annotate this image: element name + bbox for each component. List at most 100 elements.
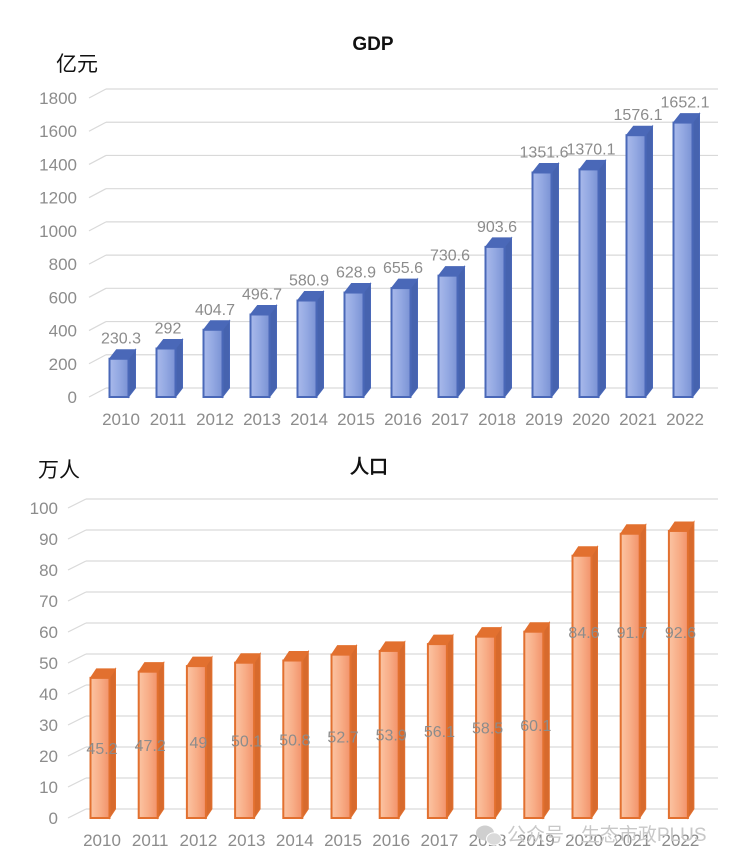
population-chart-bars	[89, 520, 695, 820]
gdp-y-tick-label: 800	[49, 255, 77, 274]
watermark: 公众号 · 生态市政PLUS	[476, 824, 707, 846]
population-bar-front	[234, 661, 256, 819]
population-bar	[282, 649, 310, 820]
population-y-tick-label: 50	[39, 654, 58, 673]
gdp-gridline	[88, 387, 107, 398]
gdp-data-label: 230.3	[101, 331, 141, 348]
population-y-tick-label: 100	[30, 499, 58, 518]
gdp-bar	[578, 158, 607, 399]
gdp-bar-front	[343, 291, 365, 398]
population-x-tick-label: 2017	[420, 831, 458, 850]
gdp-y-tick-label: 1200	[39, 189, 77, 208]
gdp-bar-front	[202, 328, 224, 399]
population-bar-front	[475, 635, 497, 820]
gdp-bar	[249, 304, 278, 399]
population-data-label: 50.8	[279, 732, 310, 749]
population-bar-front	[89, 676, 111, 819]
gdp-x-tick-label: 2017	[431, 410, 469, 429]
population-bar-front	[185, 665, 207, 819]
wechat-icon	[476, 825, 502, 846]
population-data-label: 84.6	[568, 625, 599, 642]
gdp-bar-front	[531, 171, 553, 398]
gdp-x-tick-label: 2012	[196, 410, 234, 429]
population-bar	[426, 633, 454, 820]
gdp-bar	[390, 277, 419, 399]
gdp-bar-side	[410, 277, 418, 399]
population-x-tick-label: 2020	[565, 831, 603, 850]
population-bar	[475, 625, 503, 820]
gdp-bar-side	[316, 290, 324, 399]
population-data-label: 58.5	[472, 720, 503, 737]
gdp-bar-front	[155, 347, 177, 398]
gdp-data-label: 1370.1	[567, 141, 616, 158]
population-gridline	[67, 498, 87, 509]
gdp-bar-front	[390, 287, 412, 399]
population-x-tick-label: 2019	[517, 831, 555, 850]
gdp-x-tick-label: 2011	[150, 410, 187, 429]
population-bar-front	[523, 630, 545, 819]
gdp-x-tick-label: 2021	[619, 410, 657, 429]
population-gridline	[67, 777, 87, 788]
population-x-tick-label: 2014	[276, 831, 314, 850]
population-gridline	[67, 715, 87, 726]
population-data-label: 60.1	[520, 718, 551, 735]
population-y-tick-label: 80	[39, 561, 58, 580]
gdp-data-label: 903.6	[477, 219, 517, 236]
population-chart-title: 人口	[350, 456, 388, 478]
population-data-label: 56.1	[424, 724, 455, 741]
population-x-tick-label: 2015	[324, 831, 362, 850]
population-x-tick-label: 2010	[83, 831, 121, 850]
gdp-chart-x-axis: 2010 2011 2012 2013 2014 2015 2016 2017 2018 2019…	[102, 410, 704, 429]
population-data-label: 49	[190, 735, 208, 752]
population-bar	[619, 523, 647, 820]
population-data-label: 92.6	[665, 625, 696, 642]
gdp-bar-side	[598, 158, 606, 399]
gdp-y-tick-label: 200	[49, 355, 77, 374]
gdp-x-tick-label: 2022	[666, 410, 704, 429]
population-data-label: 91.7	[617, 625, 648, 642]
gdp-bar-front	[625, 134, 647, 398]
population-chart-y-axis: 0 10 20 30 40 50 60 70 80 90 100	[30, 499, 58, 828]
gdp-bar	[437, 265, 466, 399]
gdp-x-tick-label: 2019	[525, 410, 563, 429]
gdp-chart-unit-label: 亿元	[56, 53, 98, 76]
population-bar-front	[667, 529, 689, 819]
population-chart-x-axis: 2010201120122013201420152016201720182019…	[83, 831, 699, 850]
gdp-bar-front	[249, 313, 271, 398]
gdp-x-tick-label: 2014	[290, 410, 328, 429]
gdp-y-tick-label: 1000	[39, 222, 77, 241]
gdp-data-label: 730.6	[430, 248, 470, 265]
gdp-data-label: 580.9	[289, 273, 329, 290]
gdp-bar	[202, 319, 231, 399]
population-chart-data-labels: 45.2 47.2 49 50.1 50.8 52.7 53.9 56.1 58.5 60.1 84…	[86, 625, 696, 758]
gdp-gridline	[88, 121, 107, 132]
gdp-gridline	[88, 188, 107, 199]
population-y-tick-label: 90	[39, 530, 58, 549]
population-data-label: 47.2	[135, 738, 166, 755]
gdp-bar-side	[175, 338, 183, 399]
population-y-tick-label: 30	[39, 716, 58, 735]
gdp-bar	[672, 112, 701, 399]
population-bar	[378, 640, 406, 820]
population-bar	[667, 520, 695, 820]
population-data-label: 50.1	[231, 733, 262, 750]
gdp-x-tick-label: 2018	[478, 410, 516, 429]
population-y-tick-label: 60	[39, 623, 58, 642]
population-bar	[137, 661, 165, 820]
population-chart: 人口 万人 0 10 20 30 40 50 60 70 80 90 100 45.2 47.2 49 5…	[30, 456, 718, 850]
gdp-y-tick-label: 1600	[39, 122, 77, 141]
population-y-tick-label: 40	[39, 685, 58, 704]
gdp-x-tick-label: 2016	[384, 410, 422, 429]
gdp-chart-bars	[108, 112, 701, 399]
gdp-gridline	[88, 354, 107, 365]
gdp-x-tick-label: 2013	[243, 410, 281, 429]
population-bar	[330, 643, 358, 820]
gdp-bar-side	[363, 282, 371, 399]
population-bar	[571, 545, 599, 820]
population-bar-front	[330, 653, 352, 819]
population-x-tick-label: 2021	[613, 831, 651, 850]
population-gridline	[67, 591, 87, 602]
gdp-gridline	[88, 254, 107, 265]
gdp-x-tick-label: 2020	[572, 410, 610, 429]
